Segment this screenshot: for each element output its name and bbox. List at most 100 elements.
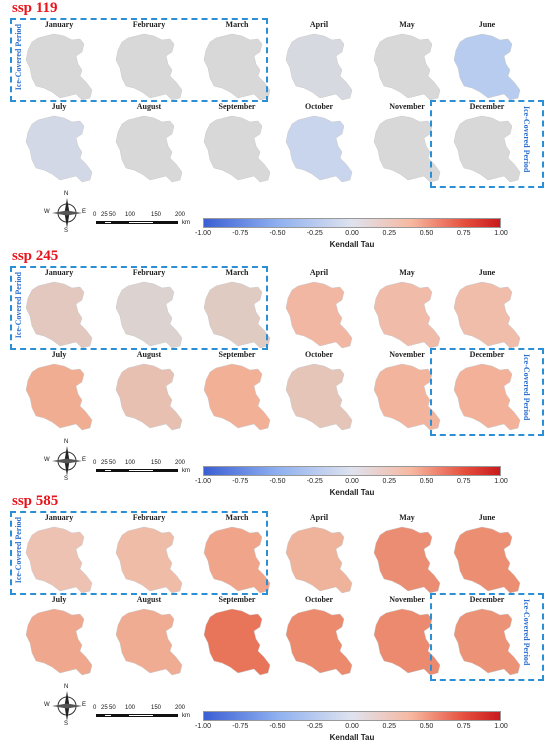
basin-area xyxy=(203,33,271,101)
month-map: December xyxy=(448,102,526,192)
month-map: February xyxy=(110,20,188,110)
compass-n-label: N xyxy=(64,439,69,445)
basin-shape xyxy=(285,115,353,183)
scalebar-segment xyxy=(128,221,154,224)
basin-area xyxy=(25,281,93,349)
basin-shape xyxy=(285,281,353,349)
scalebar-label: 100 xyxy=(125,705,136,711)
month-map: November xyxy=(368,350,446,440)
month-label: April xyxy=(309,268,329,277)
basin-area xyxy=(285,281,353,349)
basin-area xyxy=(115,526,183,594)
ice-period-label: Ice-Covered Period xyxy=(522,354,531,421)
basin-area xyxy=(25,608,93,676)
month-label: April xyxy=(309,20,329,29)
scalebar-label: 50 xyxy=(109,705,116,711)
colorbar-tick-label: 0.25 xyxy=(382,723,397,730)
compass-e-label: E xyxy=(82,209,87,215)
scalebar-segment xyxy=(112,714,128,717)
month-map: November xyxy=(368,102,446,192)
colorbar-tick-label: -0.50 xyxy=(269,230,286,237)
colorbar-tick-label: -0.25 xyxy=(306,230,323,237)
colorbar-tick-label: 1.00 xyxy=(494,230,508,237)
month-label: January xyxy=(44,513,74,522)
month-map: October xyxy=(280,595,358,685)
basin-area xyxy=(453,363,521,431)
basin-shape xyxy=(453,281,521,349)
scalebar-segment xyxy=(96,469,104,472)
scalebar-segment xyxy=(154,221,178,224)
scalebar-segment xyxy=(104,469,112,472)
basin-shape xyxy=(373,33,441,101)
basin-shape xyxy=(203,526,271,594)
scalebar-segment xyxy=(104,221,112,224)
colorbar-title: Kendall Tau xyxy=(329,240,375,249)
month-label: August xyxy=(136,350,162,359)
month-map: August xyxy=(110,350,188,440)
scalebar-segment xyxy=(112,221,128,224)
month-label: October xyxy=(305,595,333,604)
colorbar-tick-label: 0.75 xyxy=(456,478,471,485)
basin-area xyxy=(285,608,353,676)
compass-rose-icon xyxy=(50,689,84,723)
colorbar-tick-label: 0.00 xyxy=(345,723,359,730)
ice-period-label: Ice-Covered Period xyxy=(14,24,23,91)
month-map: January xyxy=(20,20,98,110)
basin-area xyxy=(373,115,441,183)
scalebar-segment xyxy=(128,714,154,717)
compass-n-label: N xyxy=(64,684,69,690)
compass-s-label: S xyxy=(64,721,69,727)
colorbar-tick-label: 0.00 xyxy=(345,230,359,237)
colorbar-tick-label: 0.75 xyxy=(456,723,471,730)
scalebar-label: 200 xyxy=(175,460,186,466)
basin-shape xyxy=(115,115,183,183)
colorbar-tick-label: -0.25 xyxy=(306,723,323,730)
scalebar-segment xyxy=(154,714,178,717)
basin-shape xyxy=(115,526,183,594)
colorbar-title: Kendall Tau xyxy=(329,733,375,742)
panel-3: ssp 585 January February March April May June J… xyxy=(0,493,550,743)
panel-title: ssp 245 xyxy=(12,248,59,264)
month-label: June xyxy=(478,20,496,29)
month-label: January xyxy=(44,268,74,277)
basin-area xyxy=(373,281,441,349)
compass-w-label: W xyxy=(44,209,50,215)
month-label: March xyxy=(225,20,249,29)
month-label: February xyxy=(132,513,166,522)
colorbar-tick-label: 0.50 xyxy=(419,478,434,485)
basin-area xyxy=(453,281,521,349)
scalebar-segment xyxy=(112,469,128,472)
scalebar-unit: km xyxy=(182,468,190,474)
basin-shape xyxy=(285,608,353,676)
basin-area xyxy=(25,363,93,431)
ice-period-label: Ice-Covered Period xyxy=(522,106,531,173)
panel-title: ssp 585 xyxy=(12,493,59,509)
scalebar-segment xyxy=(96,221,104,224)
basin-shape xyxy=(203,115,271,183)
month-map: May xyxy=(368,20,446,110)
basin-shape xyxy=(203,281,271,349)
month-map: November xyxy=(368,595,446,685)
basin-shape xyxy=(25,33,93,101)
scalebar-label: 150 xyxy=(151,212,162,218)
month-map: January xyxy=(20,268,98,358)
month-label: August xyxy=(136,102,162,111)
month-label: March xyxy=(225,268,249,277)
colorbar-tick-label: 0.50 xyxy=(419,723,434,730)
month-label: July xyxy=(51,595,67,604)
basin-shape xyxy=(373,115,441,183)
month-label: December xyxy=(469,350,505,359)
month-label: July xyxy=(51,102,67,111)
basin-area xyxy=(373,33,441,101)
month-map: June xyxy=(448,513,526,603)
compass-n-label: N xyxy=(64,191,69,197)
month-label: May xyxy=(399,20,415,29)
scalebar-segment xyxy=(154,469,178,472)
colorbar-tick-label: -1.00 xyxy=(195,723,211,730)
month-map: July xyxy=(20,350,98,440)
compass-s-label: S xyxy=(64,228,69,234)
basin-area xyxy=(285,33,353,101)
month-label: June xyxy=(478,513,496,522)
basin-shape xyxy=(453,526,521,594)
basin-shape xyxy=(203,33,271,101)
